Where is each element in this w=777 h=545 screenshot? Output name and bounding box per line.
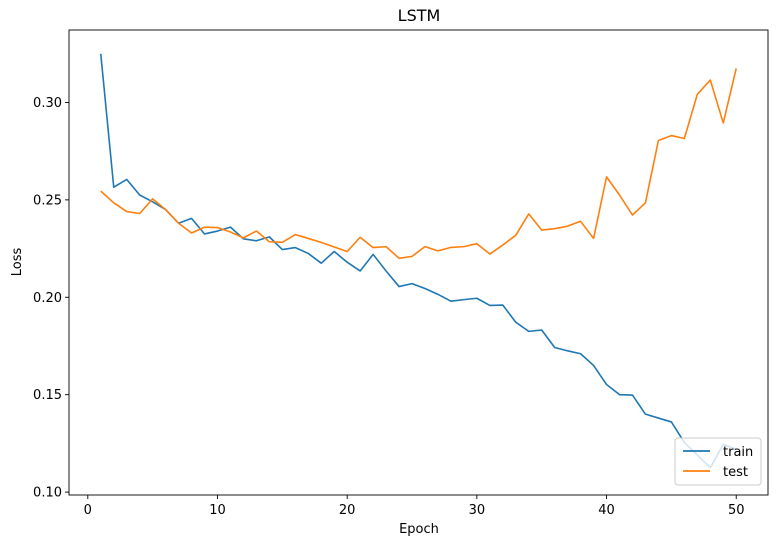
y-tick-label: 0.20: [33, 291, 62, 306]
plot-frame: [68, 29, 769, 496]
x-tick-label: 20: [339, 503, 356, 518]
y-tick-label: 0.25: [33, 193, 62, 208]
plot-area: [99, 53, 738, 469]
y-tick-label: 0.15: [33, 388, 62, 403]
x-tick-label: 40: [598, 503, 615, 518]
x-tick-label: 10: [209, 503, 226, 518]
axes: 0 10 20 30 40 50 0.10 0.15 0.20 0.25 0.30: [33, 29, 769, 518]
legend-label-train: train: [723, 445, 753, 460]
y-tick-label: 0.10: [33, 486, 62, 501]
chart-title: LSTM: [398, 6, 441, 25]
y-tick-label: 0.30: [33, 96, 62, 111]
x-axis-title: Epoch: [399, 522, 439, 537]
legend-box: [674, 437, 762, 486]
series-line-test: [100, 68, 738, 260]
x-tick-label: 30: [469, 503, 486, 518]
legend: train test: [674, 437, 762, 486]
x-tick-label: 50: [728, 503, 745, 518]
series-line-train: [99, 53, 737, 469]
y-axis-title: Loss: [10, 248, 25, 277]
x-tick-label: 0: [84, 503, 92, 518]
legend-label-test: test: [723, 465, 748, 480]
